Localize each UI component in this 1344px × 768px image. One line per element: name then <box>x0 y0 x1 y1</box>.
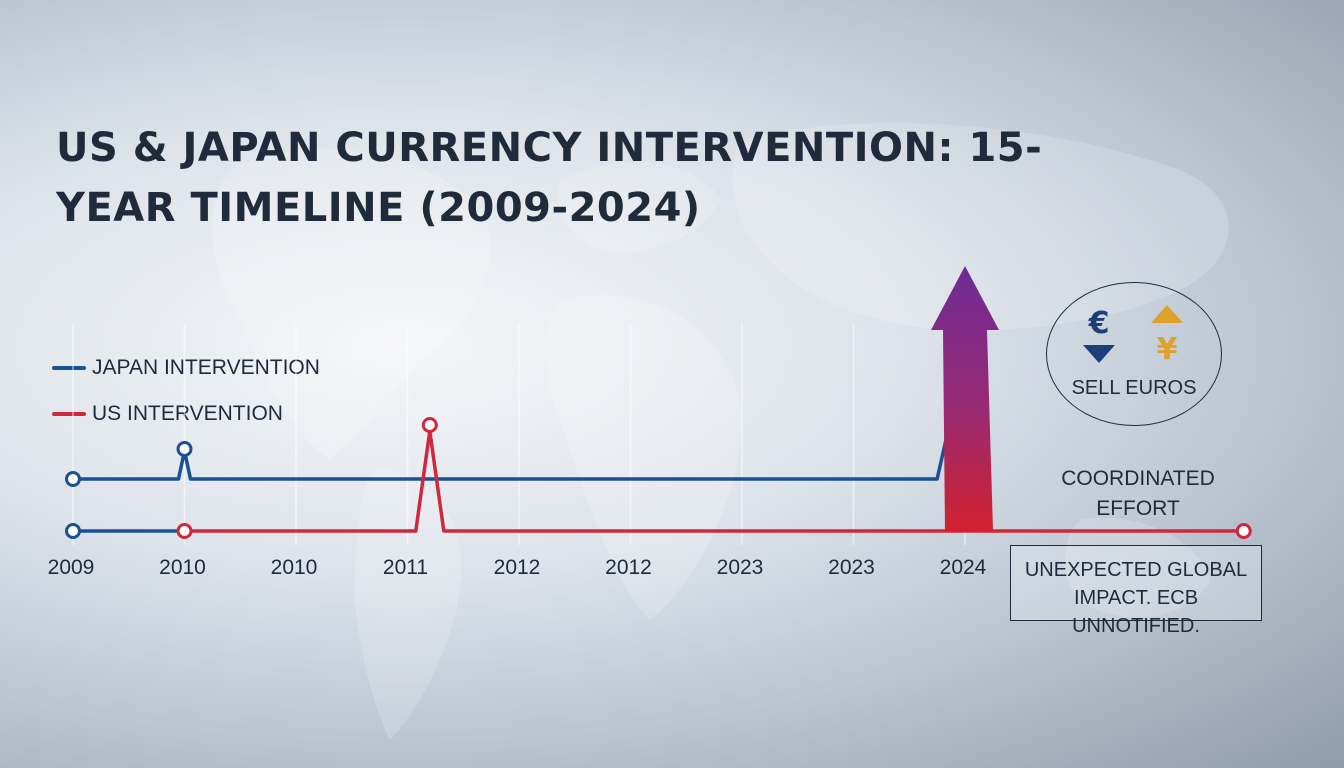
up-arrow-icon <box>1151 305 1183 323</box>
x-tick-label: 2010 <box>271 556 318 579</box>
coordinated-intervention-arrow <box>931 266 999 531</box>
x-tick-label: 2023 <box>828 556 875 579</box>
x-tick-label: 2012 <box>494 556 541 579</box>
x-tick-label: 2011 <box>383 556 428 579</box>
sell-euros-label: Sell Euros <box>1071 377 1197 399</box>
currency-icons: € ¥ <box>1083 305 1183 367</box>
legend-label-japan: Japan Intervention <box>92 356 320 379</box>
legend-label-us: US Intervention <box>92 402 283 425</box>
us-marker <box>176 523 193 539</box>
yen-symbol: ¥ <box>1157 332 1178 367</box>
sell-euros-badge: € ¥ Sell Euros <box>1046 282 1222 426</box>
japan-series-line <box>73 379 962 481</box>
us-event-marker <box>421 417 438 433</box>
x-tick-label: 2024 <box>940 556 987 579</box>
x-tick-label: 2010 <box>159 556 206 579</box>
down-arrow-icon <box>1083 345 1115 363</box>
coordinated-effort-label: Coordinated Effort <box>1061 467 1215 520</box>
x-tick-label: 2023 <box>717 556 764 579</box>
x-tick-label: 2009 <box>48 556 95 579</box>
japan-marker <box>65 471 81 487</box>
legend-item-us: US Intervention <box>52 402 283 426</box>
impact-note-box: Unexpected global impact. ECB unnotified… <box>1010 545 1262 637</box>
x-tick-label: 2012 <box>605 556 652 579</box>
impact-note-text: Unexpected global impact. ECB unnotified… <box>1024 559 1248 637</box>
legend-swatch-japan <box>52 366 86 370</box>
legend-item-japan: Japan Intervention <box>52 356 320 380</box>
chart-title: US & Japan Currency Intervention: 15-Yea… <box>56 125 1043 231</box>
us-marker <box>1235 523 1252 539</box>
legend-swatch-us <box>52 412 86 416</box>
euro-symbol: € <box>1088 306 1110 341</box>
japan-event-marker <box>176 441 193 457</box>
japan-marker <box>65 523 81 539</box>
